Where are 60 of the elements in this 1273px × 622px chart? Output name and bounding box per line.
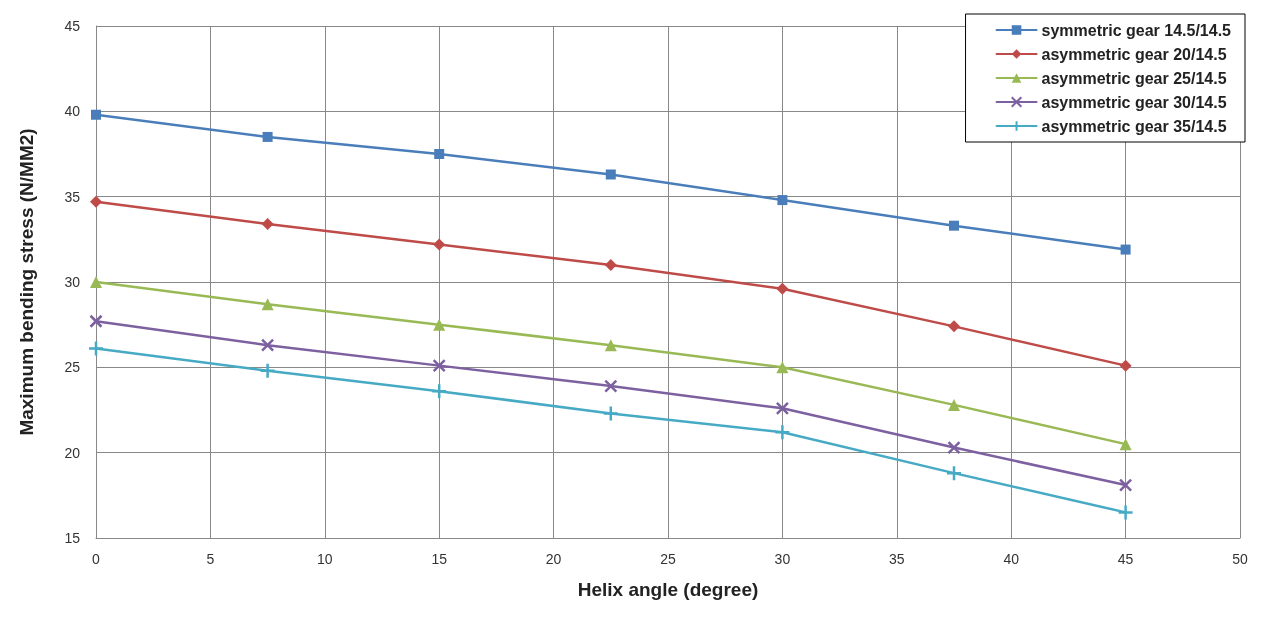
point: [777, 195, 788, 206]
point: [91, 109, 101, 120]
x-tick-label: 25: [660, 551, 676, 567]
legend-label: symmetric gear 14.5/14.5: [1041, 21, 1232, 39]
point: [945, 464, 963, 482]
point: [604, 258, 617, 271]
point: [605, 169, 616, 180]
y-tick-label: 45: [64, 18, 81, 34]
point: [262, 131, 273, 142]
point: [775, 401, 790, 416]
point: [1118, 478, 1133, 492]
point: [1119, 438, 1132, 451]
point: [776, 282, 789, 295]
y-tick-label: 30: [64, 274, 81, 290]
point: [776, 361, 789, 374]
y-tick-label: 15: [64, 530, 81, 546]
x-tick-label: 10: [317, 551, 333, 567]
point: [947, 440, 961, 455]
point: [90, 276, 102, 288]
point: [259, 362, 276, 379]
x-tick-label: 15: [431, 551, 448, 567]
legend-label: asymmetric gear 30/14.5: [1041, 93, 1227, 111]
point: [1119, 359, 1132, 372]
point: [261, 298, 274, 311]
point: [602, 405, 620, 422]
point: [433, 318, 446, 331]
point: [434, 149, 445, 159]
point: [87, 340, 105, 357]
x-tick-label: 20: [545, 551, 562, 567]
point: [948, 320, 960, 333]
point: [774, 423, 791, 441]
point: [1117, 504, 1134, 521]
x-tick-label: 45: [1117, 551, 1134, 567]
x-tick-label: 40: [1003, 551, 1020, 567]
point: [260, 338, 275, 352]
point: [261, 217, 274, 230]
y-tick-label: 40: [64, 103, 81, 120]
legend-label: asymmetric gear 25/14.5: [1041, 69, 1227, 87]
point: [432, 358, 446, 373]
point: [604, 379, 618, 393]
point: [948, 398, 960, 411]
point: [430, 382, 448, 400]
point: [89, 314, 103, 328]
x-tick-label: 30: [774, 551, 791, 567]
y-tick-label: 25: [64, 359, 81, 376]
x-tick-label: 50: [1232, 551, 1248, 567]
x-axis-title: Helix angle (degree): [577, 579, 759, 600]
point: [949, 220, 959, 231]
legend-label: asymmetric gear 35/14.5: [1041, 117, 1227, 135]
point: [433, 238, 446, 251]
point: [1120, 244, 1131, 255]
point: [90, 195, 102, 208]
y-axis-title: Maximum bending stress (N/MM2): [16, 128, 37, 436]
x-tick-label: 0: [92, 551, 101, 567]
legend-label: asymmetric gear 20/14.5: [1041, 45, 1227, 63]
x-tick-label: 35: [889, 551, 905, 567]
y-tick-label: 35: [64, 188, 81, 205]
y-tick-label: 20: [64, 444, 81, 461]
x-tick-label: 5: [206, 551, 215, 567]
point: [604, 339, 617, 352]
